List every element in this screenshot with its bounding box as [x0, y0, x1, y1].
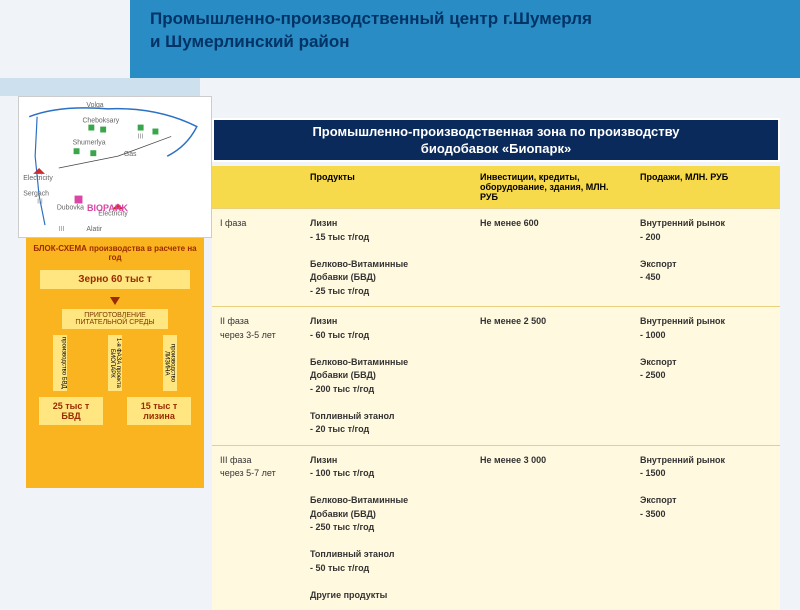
col-products: Продукты	[302, 166, 472, 209]
svg-text:Shumerlya: Shumerlya	[73, 139, 106, 146]
flow-branches: производство БВД 1-я ФАЗА проекта БИОПАР…	[36, 335, 194, 391]
col-phase	[212, 166, 302, 209]
svg-text:III: III	[37, 198, 43, 205]
cell-invest: Не менее 2 500	[472, 307, 632, 446]
biopark-label: BIOPARK	[87, 203, 128, 213]
title-line-1: Промышленно-производственный центр г.Шум…	[150, 9, 592, 28]
flow-branch-2: 1-я ФАЗА проекта БИОПАРК	[108, 335, 122, 391]
cell-products: Лизин - 60 тыс т/год Белково-Витаминные …	[302, 307, 472, 446]
page-title: Промышленно-производственный центр г.Шум…	[150, 8, 780, 54]
flow-output-2: 15 тыс т лизина	[127, 397, 191, 425]
svg-text:Cheboksary: Cheboksary	[82, 118, 119, 125]
svg-text:Sergach: Sergach	[23, 191, 49, 198]
flow-outputs: 25 тыс т БВД 15 тыс т лизина	[32, 397, 198, 425]
flow-branch-1: производство БВД	[53, 335, 67, 391]
cell-sales: Внутренний рынок - 1500 Экспорт - 3500	[632, 445, 780, 610]
svg-text:III: III	[138, 133, 144, 140]
cell-phase: II фазачерез 3-5 лет	[212, 307, 302, 446]
flow-step-1: ПРИГОТОВЛЕНИЕ ПИТАТЕЛЬНОЙ СРЕДЫ	[62, 309, 168, 329]
svg-text:Dubovka: Dubovka	[57, 204, 84, 211]
side-accent	[0, 78, 200, 96]
table-row: I фазаЛизин - 15 тыс т/год Белково-Витам…	[212, 209, 780, 307]
section-header-line-1: Промышленно-производственная зона по про…	[312, 124, 679, 139]
svg-text:III: III	[59, 226, 65, 233]
cell-products: Лизин - 15 тыс т/год Белково-Витаминные …	[302, 209, 472, 307]
table-row: III фазачерез 5-7 летЛизин - 100 тыс т/г…	[212, 445, 780, 610]
cell-sales: Внутренний рынок - 200 Экспорт - 450	[632, 209, 780, 307]
col-invest: Инвестиции, кредиты, оборудование, здани…	[472, 166, 632, 209]
cell-phase: I фаза	[212, 209, 302, 307]
title-line-2: и Шумерлинский район	[150, 32, 350, 51]
table-row: II фазачерез 3-5 летЛизин - 60 тыс т/год…	[212, 307, 780, 446]
cell-invest: Не менее 600	[472, 209, 632, 307]
cell-phase: III фазачерез 5-7 лет	[212, 445, 302, 610]
svg-text:Electricity: Electricity	[23, 175, 53, 182]
flow-diagram: БЛОК-СХЕМА производства в расчете на год…	[26, 238, 204, 488]
col-sales: Продажи, МЛН. РУБ	[632, 166, 780, 209]
table-header-row: Продукты Инвестиции, кредиты, оборудован…	[212, 166, 780, 209]
cell-products: Лизин - 100 тыс т/год Белково-Витаминные…	[302, 445, 472, 610]
arrow-icon	[110, 297, 120, 305]
header-banner: Промышленно-производственный центр г.Шум…	[130, 0, 800, 78]
flow-title: БЛОК-СХЕМА производства в расчете на год	[32, 244, 198, 262]
cell-sales: Внутренний рынок - 1000 Экспорт - 2500	[632, 307, 780, 446]
section-header: Промышленно-производственная зона по про…	[212, 118, 780, 162]
flow-input: Зерно 60 тыс т	[40, 270, 190, 289]
svg-text:Volga: Volga	[86, 102, 103, 109]
region-map: Volga Cheboksary Shumerlya Gas Electrici…	[18, 96, 212, 238]
svg-text:Gas: Gas	[124, 151, 137, 158]
svg-text:Alatir: Alatir	[86, 226, 102, 233]
flow-output-1: 25 тыс т БВД	[39, 397, 103, 425]
phases-table: Продукты Инвестиции, кредиты, оборудован…	[212, 166, 780, 610]
section-header-line-2: биодобавок «Биопарк»	[421, 141, 571, 156]
cell-invest: Не менее 3 000	[472, 445, 632, 610]
flow-branch-3: производство ЛИЗИНА	[163, 335, 177, 391]
